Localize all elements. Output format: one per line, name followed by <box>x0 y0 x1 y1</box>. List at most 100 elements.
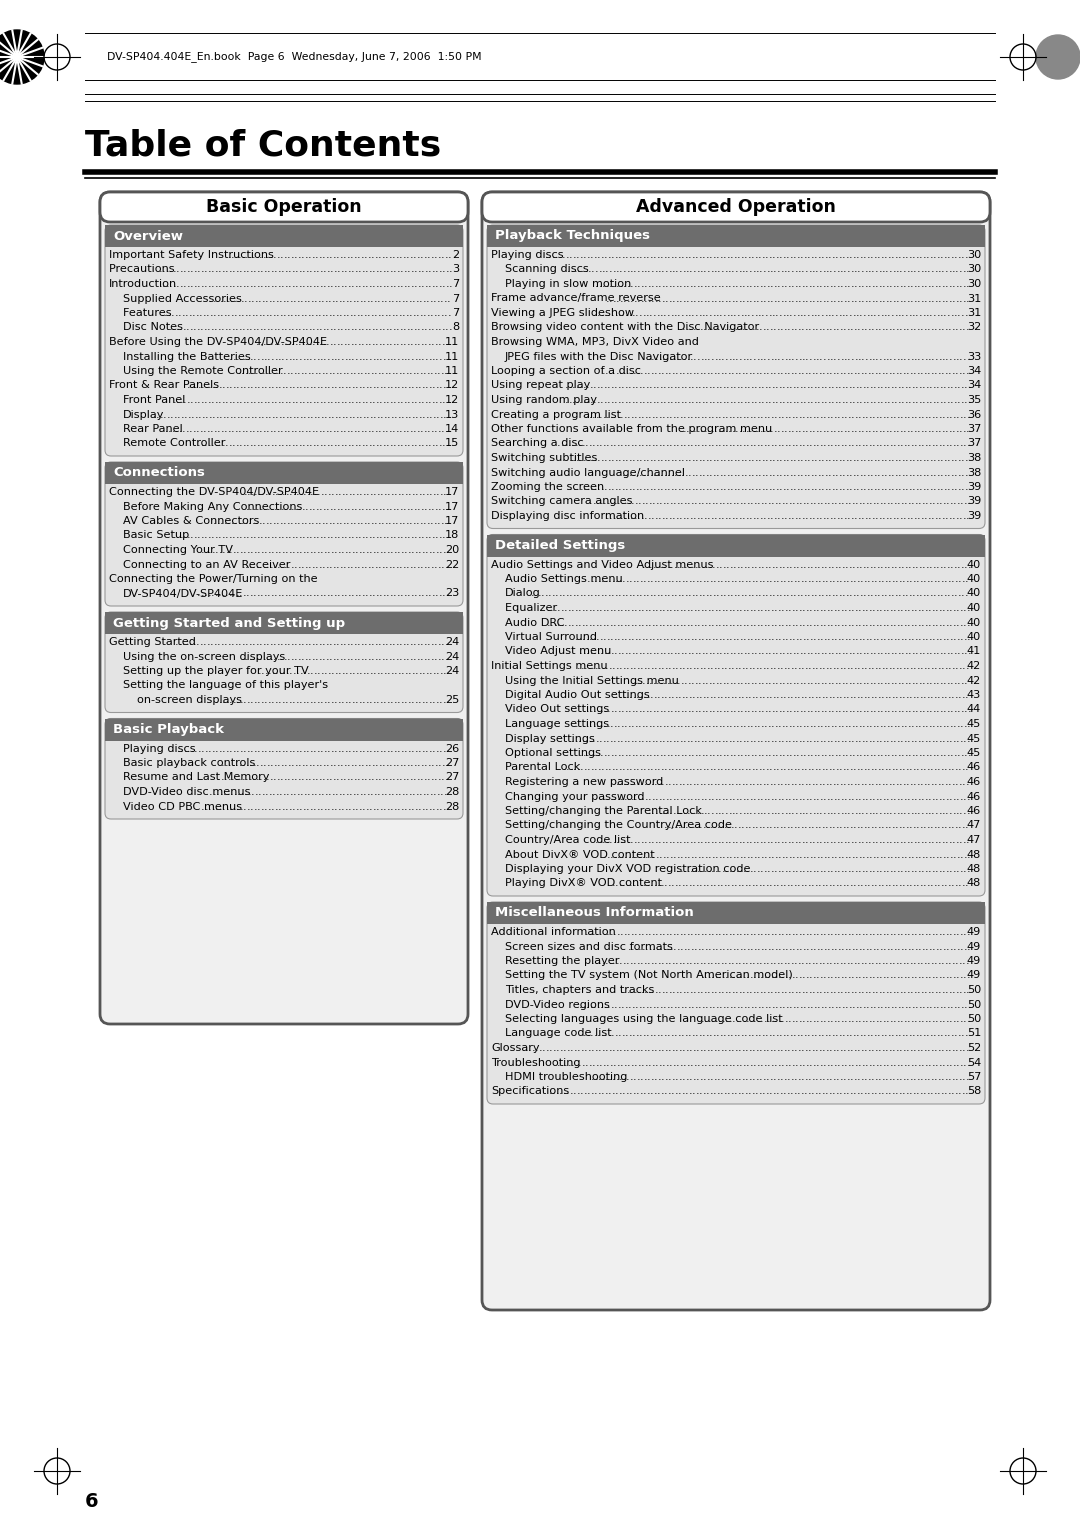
Text: .: . <box>852 559 855 570</box>
Text: .: . <box>305 773 308 782</box>
Text: .: . <box>558 251 563 260</box>
Text: .: . <box>630 834 634 845</box>
Text: .: . <box>669 733 673 744</box>
Text: .: . <box>693 834 697 845</box>
Text: .: . <box>861 322 864 333</box>
Text: .: . <box>632 309 635 318</box>
Text: .: . <box>967 1057 970 1068</box>
Text: .: . <box>927 1086 930 1097</box>
Text: .: . <box>261 666 265 675</box>
Text: .: . <box>827 720 831 729</box>
Text: .: . <box>863 646 866 657</box>
Text: .: . <box>635 850 638 859</box>
Text: .: . <box>703 367 706 376</box>
Text: .: . <box>693 293 697 304</box>
Bar <box>105 461 463 484</box>
Text: .: . <box>773 439 778 449</box>
Text: .: . <box>248 773 253 782</box>
Text: .: . <box>862 604 865 613</box>
Text: .: . <box>414 264 418 275</box>
Text: .: . <box>161 309 164 318</box>
Text: .: . <box>622 691 625 700</box>
Text: .: . <box>281 338 284 347</box>
Text: .: . <box>652 704 656 715</box>
Text: .: . <box>654 733 659 744</box>
Text: .: . <box>665 351 669 362</box>
Text: .: . <box>783 821 786 831</box>
Text: .: . <box>323 501 326 512</box>
Text: .: . <box>710 762 713 773</box>
Text: .: . <box>801 834 806 845</box>
Text: .: . <box>711 617 715 628</box>
Text: .: . <box>833 986 837 995</box>
Text: .: . <box>303 293 307 304</box>
Text: .: . <box>757 633 760 642</box>
Text: .: . <box>218 530 221 541</box>
Text: .: . <box>858 264 861 275</box>
Text: .: . <box>819 1073 822 1082</box>
Text: .: . <box>700 957 703 966</box>
Text: .: . <box>254 802 257 811</box>
Text: .: . <box>847 322 850 333</box>
Text: .: . <box>245 637 248 646</box>
Text: .: . <box>612 1057 617 1068</box>
Text: .: . <box>797 957 801 966</box>
Text: .: . <box>605 762 608 773</box>
Text: .: . <box>692 662 697 671</box>
Text: .: . <box>630 264 633 275</box>
Text: .: . <box>804 691 808 700</box>
Text: .: . <box>282 666 286 675</box>
Text: .: . <box>215 545 218 555</box>
Text: .: . <box>765 251 769 260</box>
Text: .: . <box>771 927 774 937</box>
Text: .: . <box>916 1028 919 1039</box>
Text: .: . <box>725 1015 729 1024</box>
Text: .: . <box>876 927 879 937</box>
Text: .: . <box>369 744 373 753</box>
Text: .: . <box>176 264 179 275</box>
Text: .: . <box>727 452 730 463</box>
Text: .: . <box>419 367 423 376</box>
Text: .: . <box>656 704 660 715</box>
Text: .: . <box>913 691 916 700</box>
Text: .: . <box>322 516 325 526</box>
Text: .: . <box>807 309 810 318</box>
Text: .: . <box>688 879 692 888</box>
Text: .: . <box>880 481 885 492</box>
Text: .: . <box>599 410 603 420</box>
Text: .: . <box>648 792 651 802</box>
Text: .: . <box>913 322 917 333</box>
Text: .: . <box>312 758 315 769</box>
Text: .: . <box>393 695 397 704</box>
Text: .: . <box>923 957 927 966</box>
Text: .: . <box>765 646 768 657</box>
Text: .: . <box>375 559 378 570</box>
Text: .: . <box>659 941 663 952</box>
Text: .: . <box>904 863 907 874</box>
Text: .: . <box>772 452 775 463</box>
Text: .: . <box>738 778 742 787</box>
Text: .: . <box>377 666 380 675</box>
Text: .: . <box>731 986 735 995</box>
Text: .: . <box>774 497 779 506</box>
Text: Looping a section of a disc: Looping a section of a disc <box>491 367 642 376</box>
Text: .: . <box>717 510 721 521</box>
Text: .: . <box>780 1073 784 1082</box>
Text: .: . <box>686 423 689 434</box>
Text: .: . <box>633 575 636 584</box>
Text: .: . <box>739 510 742 521</box>
Text: .: . <box>724 1044 728 1053</box>
Text: .: . <box>654 805 659 816</box>
Text: .: . <box>280 516 283 526</box>
Text: .: . <box>348 264 351 275</box>
Text: .: . <box>767 293 770 304</box>
Text: .: . <box>707 293 711 304</box>
Text: .: . <box>916 821 919 831</box>
Text: .: . <box>570 1086 573 1097</box>
Text: .: . <box>568 396 572 405</box>
Text: .: . <box>795 604 798 613</box>
Text: .: . <box>632 691 636 700</box>
Text: .: . <box>956 423 959 434</box>
Text: .: . <box>813 646 818 657</box>
Text: .: . <box>647 1073 650 1082</box>
